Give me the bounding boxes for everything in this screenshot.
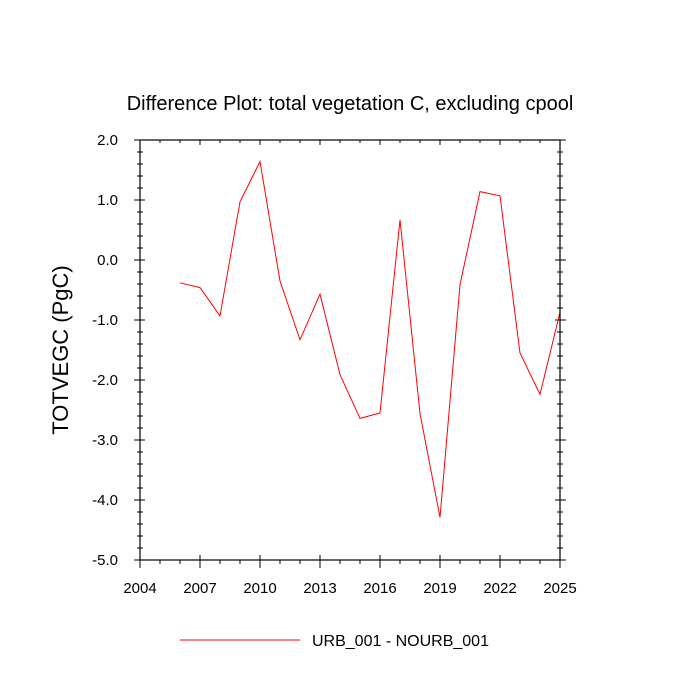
x-tick-label: 2022 <box>483 580 516 597</box>
y-tick-label: -1.0 <box>92 312 118 329</box>
y-tick-label: 2.0 <box>97 132 118 149</box>
y-tick-label: 1.0 <box>97 192 118 209</box>
plot-frame <box>139 139 561 561</box>
legend: URB_001 - NOURB_001 <box>180 633 489 650</box>
x-tick-label: 2019 <box>423 580 456 597</box>
y-tick-label: -4.0 <box>92 492 118 509</box>
x-tick-label: 2007 <box>183 580 216 597</box>
y-tick-label: 0.0 <box>97 252 118 269</box>
legend-label: URB_001 - NOURB_001 <box>312 633 489 650</box>
y-tick-label: -2.0 <box>92 372 118 389</box>
x-tick-label: 2013 <box>303 580 336 597</box>
x-tick-label: 2004 <box>123 580 156 597</box>
x-tick-label: 2025 <box>543 580 576 597</box>
x-tick-label: 2016 <box>363 580 396 597</box>
y-tick-label: -3.0 <box>92 432 118 449</box>
x-tick-label: 2010 <box>243 580 276 597</box>
y-tick-label: -5.0 <box>92 552 118 569</box>
series-line <box>179 159 561 518</box>
y-axis-label: TOTVEGC (PgC) <box>48 265 73 435</box>
chart-title: Difference Plot: total vegetation C, exc… <box>127 93 574 115</box>
